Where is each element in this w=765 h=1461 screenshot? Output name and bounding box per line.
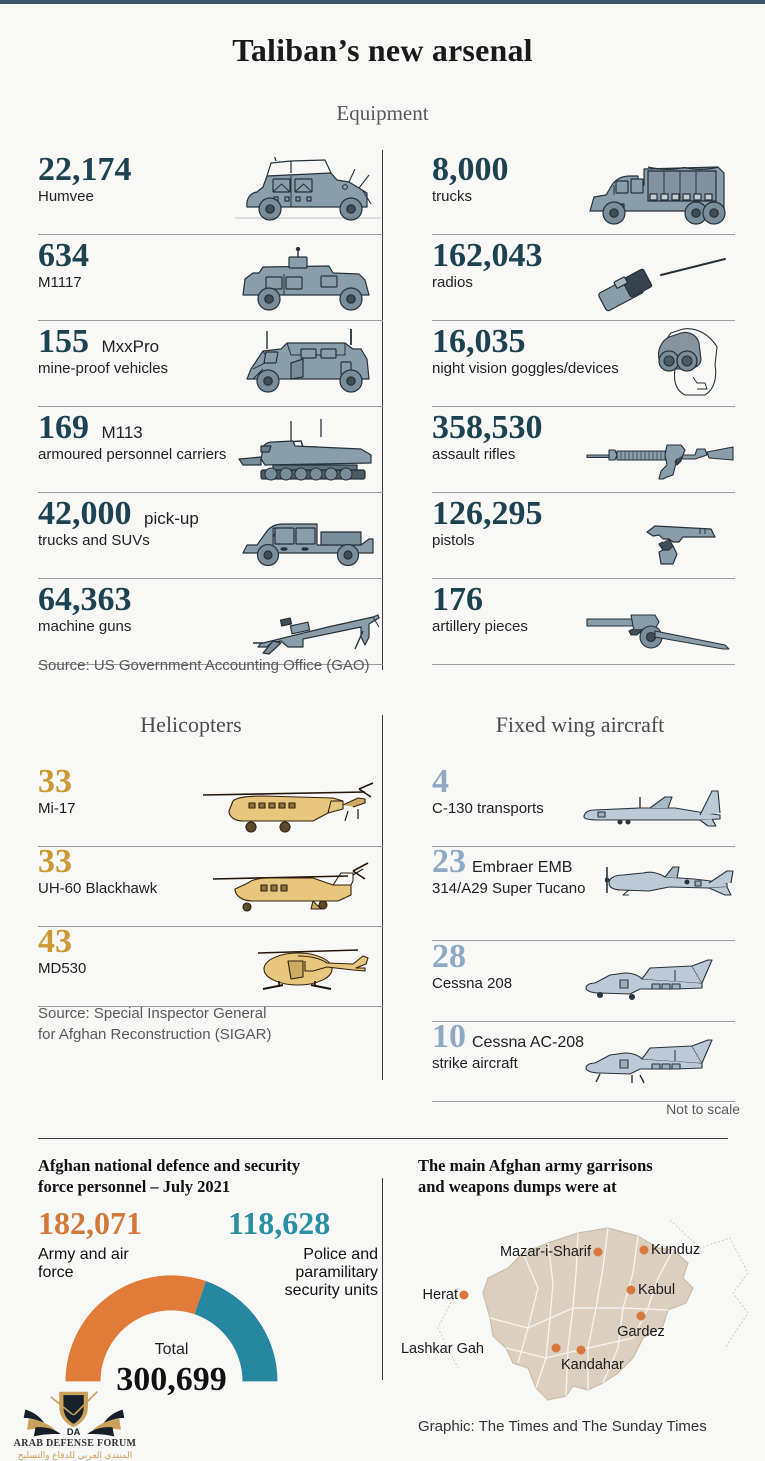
svg-text:Kandahar: Kandahar (561, 1357, 624, 1373)
svg-text:Lashkar Gah: Lashkar Gah (401, 1341, 484, 1357)
svg-text:Herat: Herat (423, 1287, 458, 1303)
svg-text:Kabul: Kabul (638, 1282, 675, 1298)
svg-text:Gardez: Gardez (617, 1324, 665, 1340)
svg-text:DA: DA (67, 1427, 81, 1437)
svg-text:Kunduz: Kunduz (651, 1242, 700, 1258)
svg-text:Mazar-i-Sharif: Mazar-i-Sharif (500, 1244, 592, 1260)
